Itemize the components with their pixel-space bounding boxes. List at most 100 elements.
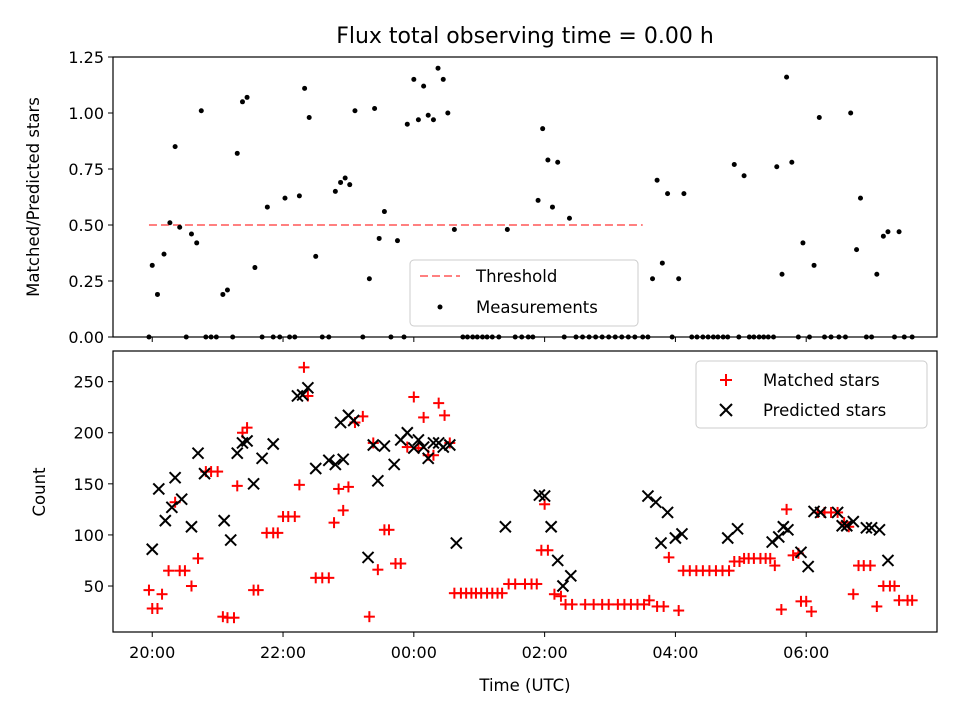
measurement-point — [342, 175, 348, 181]
matched-stars-point — [231, 480, 243, 492]
ratio-y-tick-label: 0.25 — [68, 272, 104, 291]
measurement-point — [302, 85, 308, 91]
predicted-stars-point — [675, 527, 689, 541]
count-panel: 50 100 150 200 250 20:00 22:00 00:00 02:00 04:00… — [30, 350, 938, 695]
predicted-stars-point — [152, 482, 165, 496]
measurement-point — [194, 240, 200, 246]
predicted-stars-point — [551, 554, 564, 567]
measurement-point — [411, 76, 417, 82]
x-tick-label: 06:00 — [783, 643, 829, 662]
predicted-stars-point — [427, 436, 440, 450]
count-legend-box — [695, 360, 928, 429]
predicted-stars-point — [669, 531, 682, 545]
matched-stars-point — [663, 551, 675, 563]
ratio-x-ticks — [151, 337, 807, 342]
matched-stars-point — [566, 598, 578, 610]
count-axes-frame — [112, 350, 938, 633]
predicted-stars-point — [387, 458, 401, 471]
predicted-stars-point — [309, 462, 322, 475]
measurement-point — [811, 262, 817, 268]
predicted-stars-point — [367, 438, 380, 452]
count-y-ticks: 50 100 150 200 250 — [73, 373, 113, 596]
measurement-point — [857, 195, 863, 201]
matched-stars-point — [212, 466, 224, 478]
predicted-stars-point — [881, 554, 895, 567]
predicted-stars-point — [191, 446, 205, 460]
predicted-stars-point — [146, 543, 159, 556]
matched-stars-point — [775, 604, 787, 616]
matched-stars-point — [548, 588, 560, 600]
measurement-point — [177, 224, 183, 230]
matched-stars-point — [418, 411, 430, 423]
matched-stars-point — [427, 449, 439, 461]
measurement-point — [430, 117, 436, 123]
predicted-stars-point — [873, 523, 886, 537]
matched-stars-point — [328, 517, 340, 529]
matched-stars-point — [372, 564, 384, 576]
predicted-stars-point — [267, 437, 280, 451]
measurement-point — [445, 110, 451, 116]
measurement-point — [372, 106, 378, 112]
matched-stars-point — [555, 590, 567, 602]
matched-stars-point — [847, 588, 859, 600]
measurement-point — [779, 271, 785, 277]
predicted-stars-point — [772, 530, 785, 544]
matched-stars-point — [408, 391, 420, 403]
predicted-stars-point — [247, 477, 260, 491]
predicted-stars-point — [347, 414, 360, 427]
measurement-point — [800, 240, 806, 246]
predicted-stars-point — [781, 523, 795, 537]
matched-legend-label: Matched stars — [763, 371, 880, 390]
predicted-stars-point — [412, 433, 425, 447]
predicted-stars-point — [538, 489, 551, 503]
measurement-point — [741, 173, 747, 179]
measurement-point — [784, 74, 790, 80]
matched-stars-point — [800, 595, 812, 607]
measurement-point — [545, 157, 551, 163]
predicted-stars-point — [847, 515, 860, 528]
x-tick-label: 00:00 — [391, 643, 437, 662]
predicted-stars-point — [371, 474, 385, 487]
measurement-point — [161, 251, 167, 257]
predicted-stars-point — [322, 454, 336, 467]
measurement-point — [352, 108, 358, 114]
matched-stars-point — [401, 441, 413, 453]
matched-stars-point — [433, 397, 445, 409]
measurement-point — [854, 247, 860, 253]
predicted-stars-point — [443, 438, 457, 452]
matched-stars-point — [179, 565, 191, 577]
measurement-point — [244, 94, 250, 100]
measurement-point — [789, 159, 795, 165]
predicted-stars-point — [814, 506, 827, 519]
measurement-point — [167, 220, 173, 226]
predicted-stars-point — [865, 521, 878, 534]
matched-stars-point — [643, 594, 655, 606]
measurement-point — [885, 229, 891, 235]
predicted-stars-point — [564, 569, 577, 583]
matched-stars-point — [252, 584, 264, 596]
measurement-point — [313, 253, 319, 259]
matched-stars-point — [509, 578, 521, 590]
measurement-point — [394, 238, 400, 244]
predicted-stars-point — [168, 471, 182, 484]
ratio-legend: Threshold Measurements — [409, 259, 639, 327]
measurement-point — [676, 276, 682, 282]
predicted-stars-point — [407, 441, 421, 455]
measurement-point — [566, 215, 572, 221]
measurement-point — [264, 204, 270, 210]
measurement-point — [535, 197, 541, 203]
ratio-y-ticks: 0.00 0.25 0.50 0.75 1.00 1.25 — [68, 48, 113, 347]
measurement-point — [347, 182, 353, 188]
measurement-point — [440, 76, 446, 82]
measurement-point — [650, 276, 656, 282]
predicted-stars-point — [417, 440, 430, 454]
predicted-stars-point — [721, 531, 734, 545]
measurement-point — [665, 191, 671, 197]
ratio-y-tick-label: 0.75 — [68, 160, 104, 179]
x-tick-label: 04:00 — [652, 643, 698, 662]
x-tick-label: 22:00 — [260, 643, 306, 662]
ratio-y-axis-label: Matched/Predicted stars — [24, 97, 43, 297]
predicted-stars-point — [296, 388, 309, 402]
matched-stars-point — [888, 580, 900, 592]
ratio-y-tick-label: 1.00 — [68, 104, 104, 123]
